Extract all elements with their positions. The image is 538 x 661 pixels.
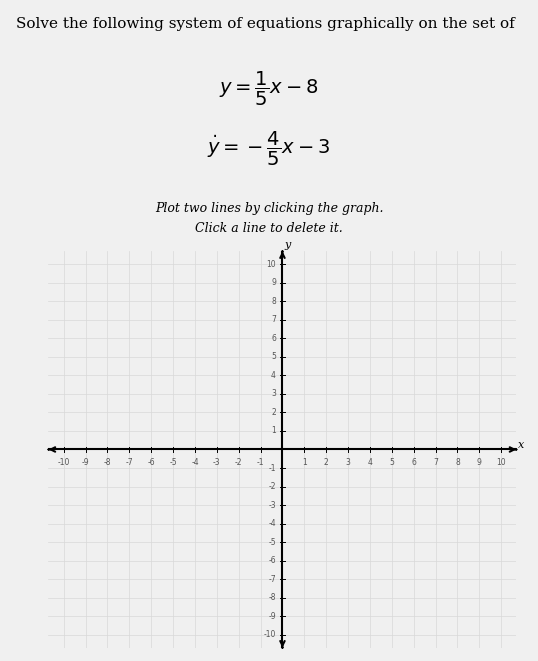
Text: 9: 9	[477, 458, 482, 467]
Text: $\dot{y} = -\dfrac{4}{5}x - 3$: $\dot{y} = -\dfrac{4}{5}x - 3$	[208, 130, 330, 168]
Text: 3: 3	[345, 458, 350, 467]
Text: -8: -8	[268, 593, 276, 602]
Text: Plot two lines by clicking the graph.: Plot two lines by clicking the graph.	[155, 202, 383, 215]
Text: -2: -2	[268, 482, 276, 491]
Text: -1: -1	[268, 463, 276, 473]
Text: 2: 2	[324, 458, 329, 467]
Text: 7: 7	[433, 458, 438, 467]
Text: 6: 6	[271, 334, 276, 343]
Text: 9: 9	[271, 278, 276, 287]
Text: 4: 4	[271, 371, 276, 380]
Text: -5: -5	[169, 458, 177, 467]
Text: 10: 10	[266, 260, 276, 268]
Text: -8: -8	[104, 458, 111, 467]
Text: 1: 1	[302, 458, 307, 467]
Text: 6: 6	[411, 458, 416, 467]
Text: -3: -3	[268, 500, 276, 510]
Text: 5: 5	[390, 458, 394, 467]
Text: -3: -3	[213, 458, 221, 467]
Text: Click a line to delete it.: Click a line to delete it.	[195, 221, 343, 235]
Text: -4: -4	[268, 519, 276, 528]
Text: x: x	[518, 440, 524, 450]
Text: -6: -6	[268, 556, 276, 565]
Text: -7: -7	[125, 458, 133, 467]
Text: -1: -1	[257, 458, 264, 467]
Text: 5: 5	[271, 352, 276, 362]
Text: -4: -4	[191, 458, 199, 467]
Text: -6: -6	[147, 458, 155, 467]
Text: 3: 3	[271, 389, 276, 399]
Text: -10: -10	[58, 458, 70, 467]
Text: 7: 7	[271, 315, 276, 325]
Text: 2: 2	[271, 408, 276, 417]
Text: 8: 8	[455, 458, 460, 467]
Text: -9: -9	[268, 612, 276, 621]
Text: -10: -10	[264, 631, 276, 639]
Text: -7: -7	[268, 574, 276, 584]
Text: Solve the following system of equations graphically on the set of: Solve the following system of equations …	[16, 17, 515, 30]
Text: -5: -5	[268, 537, 276, 547]
Text: -2: -2	[235, 458, 243, 467]
Text: $y = \dfrac{1}{5}x - 8$: $y = \dfrac{1}{5}x - 8$	[220, 70, 318, 108]
Text: 4: 4	[367, 458, 372, 467]
Text: 10: 10	[497, 458, 506, 467]
Text: y: y	[285, 240, 291, 251]
Text: 8: 8	[271, 297, 276, 306]
Text: 1: 1	[271, 426, 276, 436]
Text: -9: -9	[82, 458, 89, 467]
